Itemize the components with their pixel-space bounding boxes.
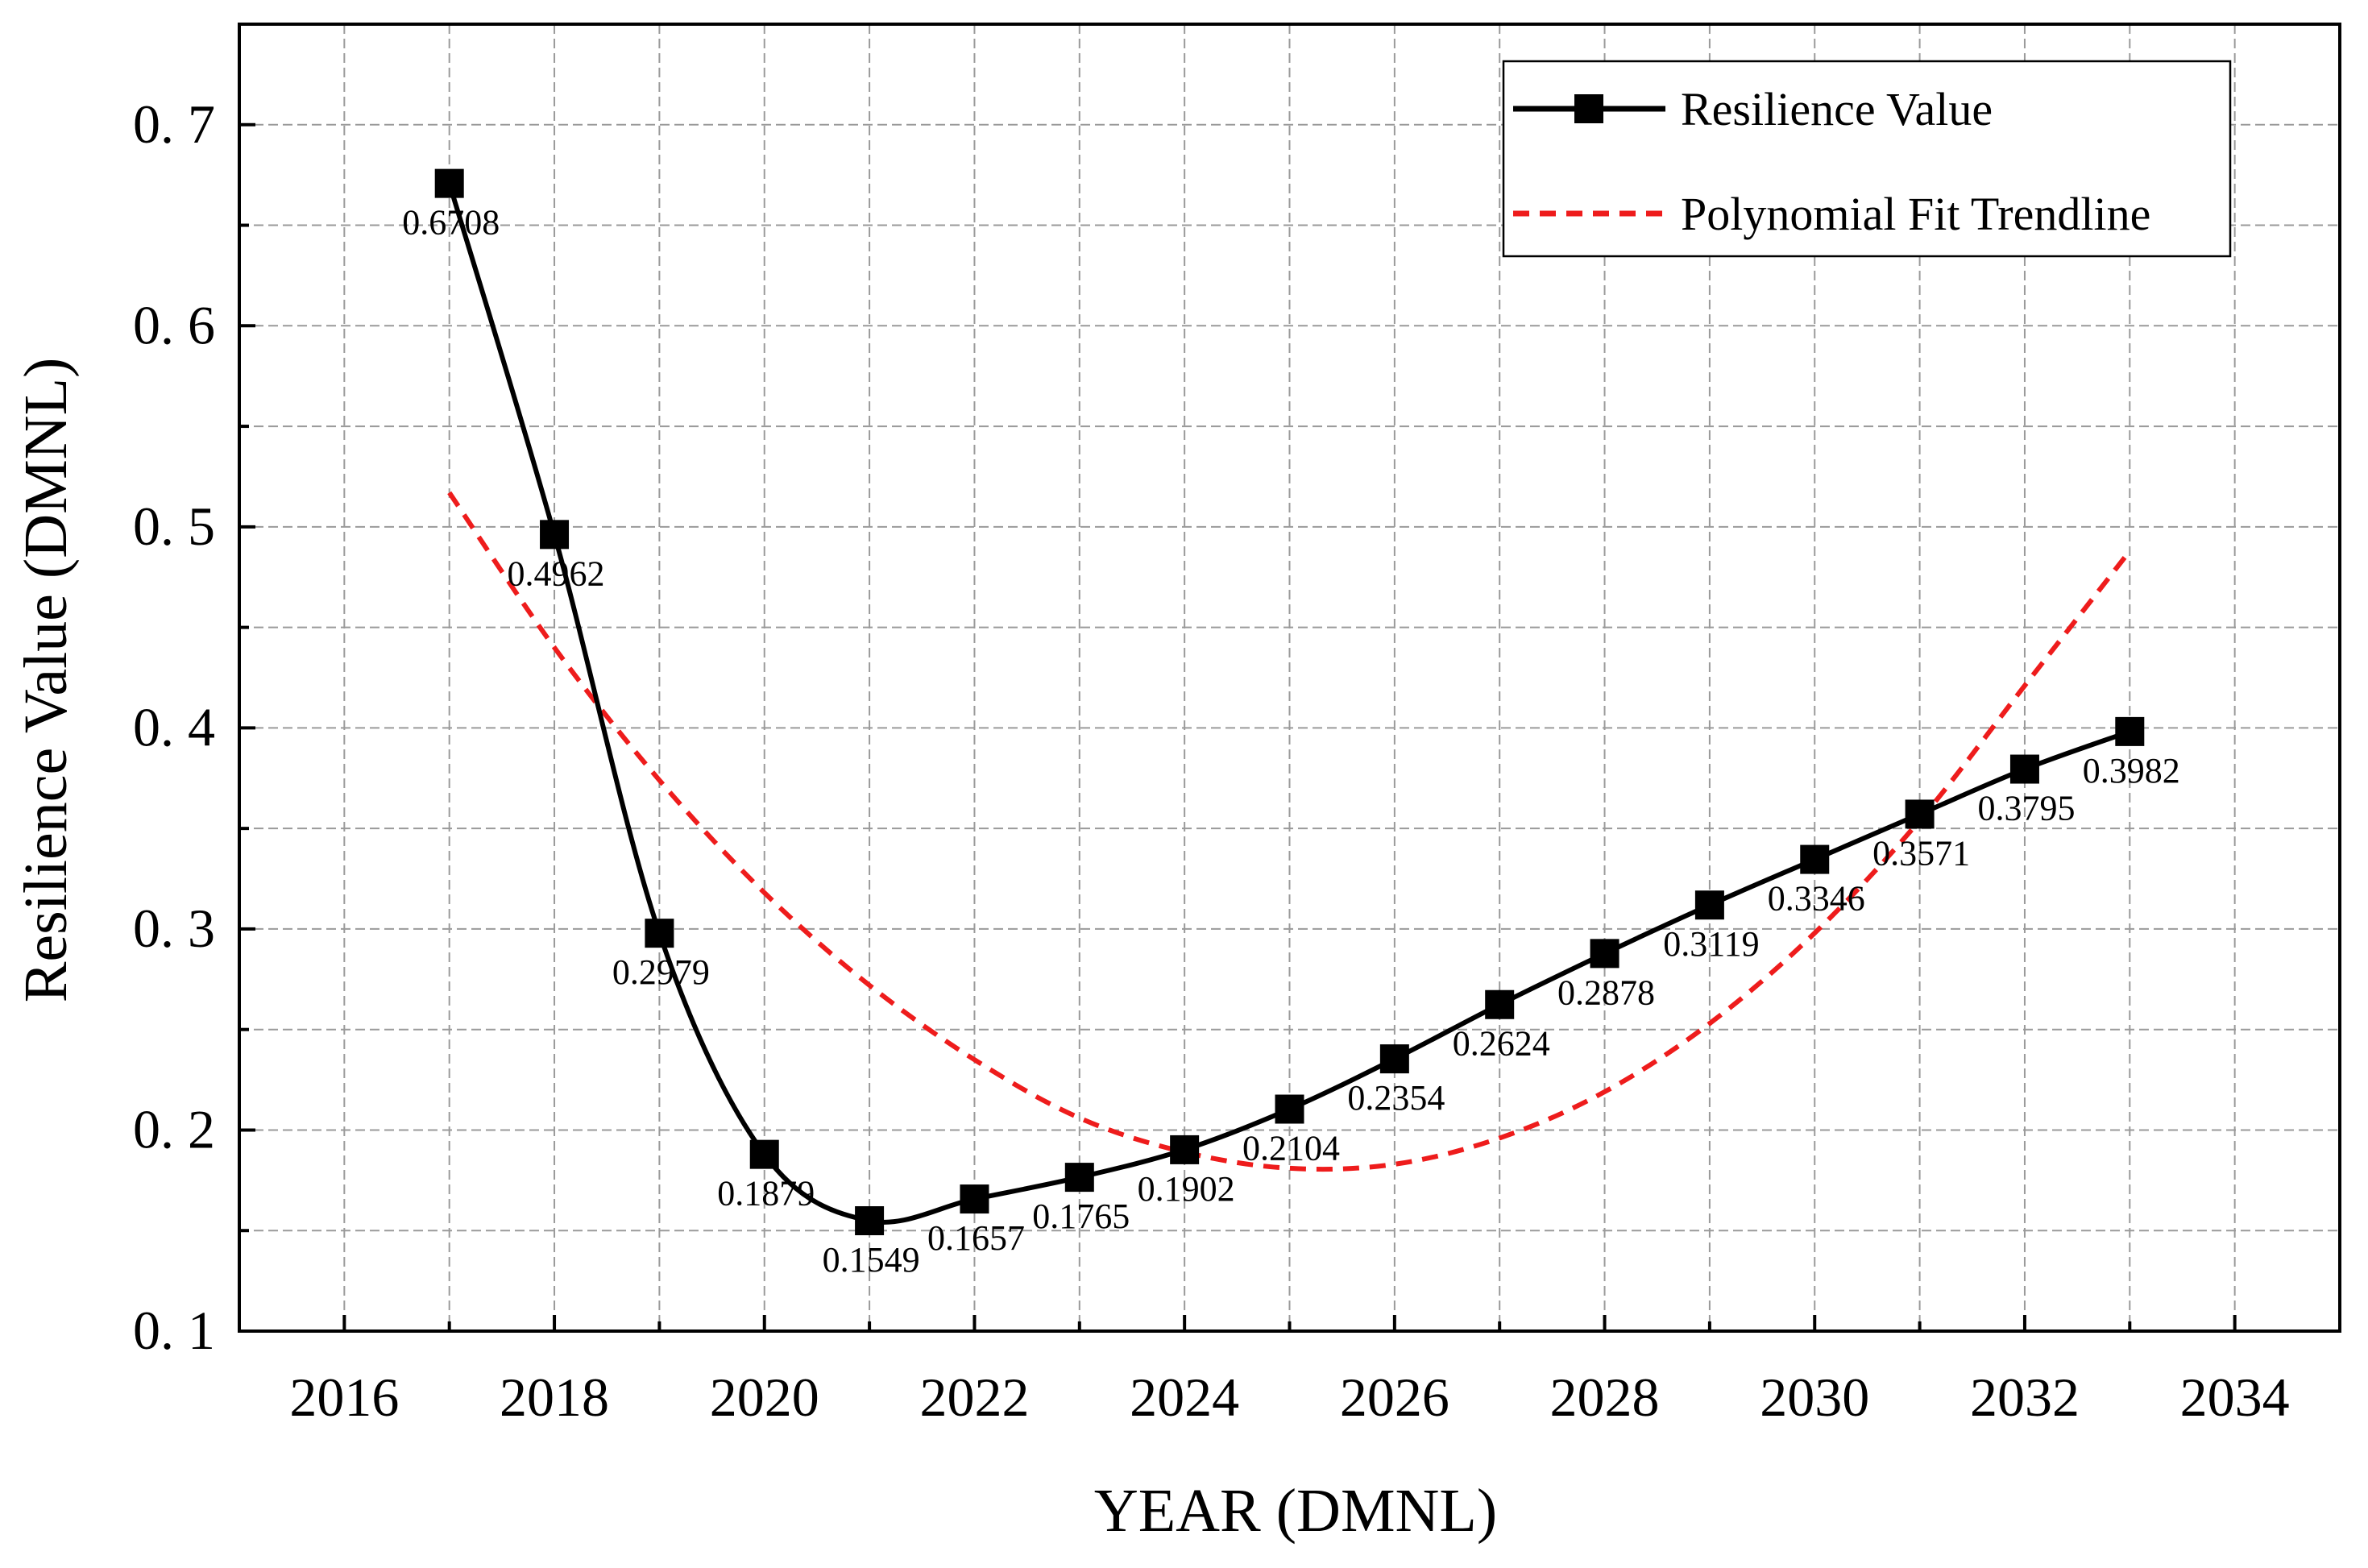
x-tick-label: 2026 — [1340, 1367, 1449, 1428]
x-tick-label: 2022 — [919, 1367, 1029, 1428]
x-tick-label: 2024 — [1130, 1367, 1239, 1428]
grid — [239, 24, 2340, 1331]
x-tick-label: 2016 — [289, 1367, 399, 1428]
data-label: 0.1902 — [1138, 1169, 1235, 1209]
y-tick-label: 0. 5 — [133, 496, 215, 557]
x-tick-label: 2034 — [2180, 1367, 2290, 1428]
data-label: 0.3119 — [1663, 924, 1759, 964]
legend-label-trendline: Polynomial Fit Trendline — [1681, 188, 2150, 240]
trendline-path — [447, 491, 2132, 1172]
data-label: 0.1765 — [1032, 1197, 1130, 1236]
data-label: 0.3346 — [1768, 879, 1865, 919]
data-label: 0.1549 — [823, 1240, 920, 1280]
data-label: 0.2624 — [1453, 1024, 1550, 1064]
legend-label-resilience: Resilience Value — [1681, 83, 1993, 135]
resilience-marker — [1064, 1163, 1094, 1193]
x-axis-title: YEAR (DMNL) — [1094, 1477, 1497, 1545]
data-label: 0.3982 — [2083, 751, 2180, 790]
data-label: 0.2979 — [612, 952, 710, 992]
x-tick-label: 2030 — [1760, 1367, 1869, 1428]
resilience-marker — [540, 520, 570, 550]
resilience-marker — [1694, 890, 1724, 920]
resilience-marker — [1170, 1135, 1200, 1164]
data-label: 0.4962 — [508, 554, 605, 593]
x-tick-label: 2018 — [500, 1367, 609, 1428]
y-tick-label: 0. 1 — [133, 1300, 215, 1361]
legend-marker-resilience — [1574, 94, 1603, 123]
data-label: 0.1879 — [717, 1174, 815, 1213]
data-label: 0.2104 — [1242, 1129, 1340, 1168]
y-axis-title: Resilience Value (DMNL) — [12, 358, 80, 1003]
x-tick-label: 2032 — [1970, 1367, 2080, 1428]
resilience-marker — [1485, 989, 1515, 1019]
resilience-marker — [1800, 844, 1830, 874]
resilience-marker — [1905, 799, 1935, 829]
resilience-marker — [2115, 716, 2145, 746]
resilience-marker — [2009, 754, 2039, 784]
data-labels: 0.6708 0.4962 0.2979 0.18790.15490.16570.17… — [402, 203, 2180, 1280]
resilience-marker — [1379, 1044, 1409, 1074]
resilience-marker — [645, 919, 674, 948]
y-tick-label: 0. 6 — [133, 294, 215, 355]
data-label: 0.2354 — [1347, 1078, 1445, 1118]
ticks: 2016 2018 2020 2022 2024 2026 2028 2030 2032 2034… — [133, 23, 2290, 1428]
resilience-marker — [434, 168, 464, 198]
data-label: 0.2878 — [1557, 973, 1655, 1012]
data-label: 0.3571 — [1872, 833, 1970, 873]
y-tick-label: 0. 4 — [133, 696, 215, 757]
y-tick-label: 0. 3 — [133, 898, 215, 959]
x-tick-label: 2020 — [710, 1367, 819, 1428]
resilience-marker — [855, 1206, 885, 1236]
x-tick-label: 2028 — [1550, 1367, 1660, 1428]
y-tick-label: 0. 7 — [133, 93, 215, 155]
resilience-marker — [960, 1184, 989, 1214]
data-label: 0.1657 — [927, 1218, 1025, 1258]
resilience-marker — [1275, 1094, 1304, 1124]
resilience-marker — [1590, 939, 1619, 969]
series-layer — [434, 168, 2145, 1236]
resilience-marker — [749, 1139, 779, 1169]
y-tick-label: 0. 2 — [133, 1098, 215, 1159]
legend-box — [1502, 60, 2232, 258]
data-label: 0.6708 — [402, 203, 500, 243]
legend: Resilience Value Polynomial Fit Trendlin… — [1502, 60, 2232, 258]
data-label: 0.3795 — [1977, 789, 2075, 828]
